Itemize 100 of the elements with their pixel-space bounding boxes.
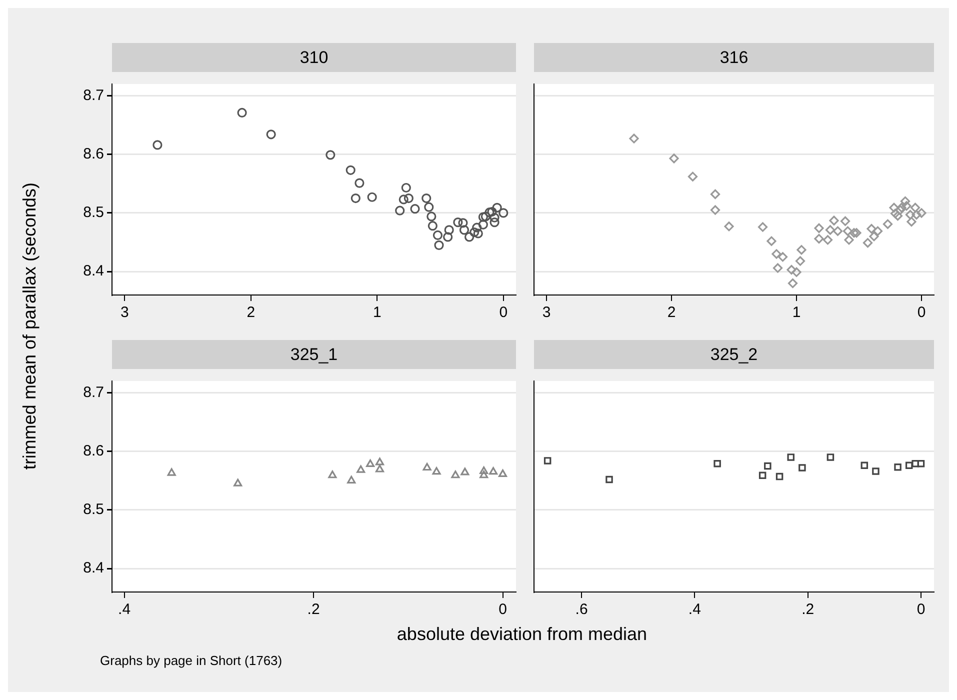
point <box>395 206 405 216</box>
x-tick-label: .2 <box>307 601 320 618</box>
point <box>792 267 802 277</box>
x-tick-label: .4 <box>118 601 131 618</box>
x-tick-label: 1 <box>372 304 382 322</box>
point <box>872 226 883 236</box>
point <box>778 252 788 262</box>
point <box>862 238 873 248</box>
point <box>910 202 920 212</box>
point <box>472 222 482 232</box>
point <box>710 205 720 215</box>
point <box>480 470 488 478</box>
point <box>544 457 552 464</box>
chart-title: 316 <box>534 43 934 72</box>
point <box>714 460 721 468</box>
x-tick-label: .6 <box>575 601 588 618</box>
point <box>772 263 783 273</box>
x-tick-label: 0 <box>917 304 926 322</box>
y-tick-label: 8.4 <box>83 262 104 280</box>
point <box>905 210 916 220</box>
point <box>890 208 900 218</box>
point <box>498 208 508 218</box>
point <box>688 172 698 182</box>
point <box>459 225 470 235</box>
point <box>840 216 850 226</box>
point <box>894 464 902 471</box>
point <box>788 278 798 288</box>
point <box>460 468 470 476</box>
point <box>900 196 910 206</box>
y-tick-label: 8.4 <box>83 560 104 577</box>
point <box>266 130 276 140</box>
point <box>346 165 356 175</box>
x-tick-label: .2 <box>802 601 814 618</box>
point <box>629 134 639 144</box>
point <box>422 462 432 471</box>
point <box>326 150 336 160</box>
point <box>869 232 879 242</box>
point <box>912 210 922 220</box>
point <box>825 225 836 235</box>
point <box>424 202 434 212</box>
point <box>787 454 794 461</box>
point <box>776 472 784 480</box>
point <box>814 234 824 244</box>
point <box>669 154 679 164</box>
point <box>917 460 925 468</box>
x-tick-label: 0 <box>498 601 507 618</box>
point <box>882 219 893 229</box>
point <box>889 202 899 212</box>
y-tick-label: 8.5 <box>83 501 104 518</box>
point <box>434 240 444 250</box>
point <box>470 227 480 238</box>
x-tick-label: 2 <box>667 304 676 322</box>
point <box>328 470 337 478</box>
chart-title: 325_2 <box>534 340 934 369</box>
point <box>710 189 720 199</box>
y-tick-label: 8.5 <box>83 204 104 222</box>
point <box>490 212 500 222</box>
point <box>498 469 508 477</box>
point <box>892 211 903 221</box>
point <box>354 178 364 188</box>
point <box>772 249 782 259</box>
point <box>905 462 913 470</box>
point <box>432 230 443 240</box>
x-tick-label: 2 <box>246 304 256 322</box>
point <box>432 467 441 475</box>
point <box>916 208 926 218</box>
point <box>404 193 414 204</box>
x-tick-label: 0 <box>499 304 508 322</box>
point <box>237 108 247 118</box>
point <box>480 212 490 222</box>
point <box>866 224 876 234</box>
point <box>795 256 806 266</box>
point <box>152 140 162 150</box>
point <box>347 476 356 484</box>
x-tick-label: 0 <box>916 601 926 618</box>
point <box>422 193 432 204</box>
point <box>872 468 880 475</box>
point <box>852 228 862 238</box>
point <box>860 462 868 470</box>
point <box>758 222 768 232</box>
point <box>234 478 242 486</box>
point <box>473 228 483 238</box>
y-axis-title: trimmed mean of parallax (seconds) <box>20 182 40 470</box>
point <box>444 225 454 235</box>
point <box>489 467 498 475</box>
point <box>766 236 776 246</box>
point <box>401 182 411 193</box>
point <box>428 221 438 231</box>
point <box>464 232 474 242</box>
point <box>849 228 859 238</box>
y-tick-label: 8.7 <box>83 384 104 401</box>
point <box>487 206 497 217</box>
point <box>906 216 916 227</box>
y-tick-label: 8.7 <box>83 86 104 104</box>
chart-title: 310 <box>112 43 516 72</box>
point <box>451 470 460 478</box>
point <box>478 212 488 222</box>
chart-title: 325_1 <box>112 340 516 369</box>
point <box>724 222 734 232</box>
x-axis-title: absolute deviation from median <box>396 624 648 645</box>
